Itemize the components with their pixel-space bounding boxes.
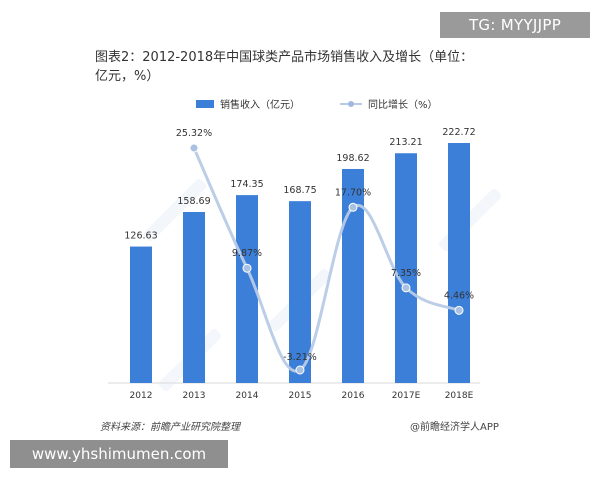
bar	[342, 168, 364, 383]
x-tick-label: 2018E	[445, 391, 474, 401]
bar	[236, 195, 258, 383]
bar	[130, 246, 152, 383]
chart-title-line-1: 图表2：2012-2018年中国球类产品市场销售收入及增长（单位：	[95, 50, 474, 65]
chart-title: 图表2：2012-2018年中国球类产品市场销售收入及增长（单位： 亿元，%）	[95, 48, 515, 86]
growth-point	[242, 263, 252, 273]
x-tick-label: 2013	[183, 391, 206, 401]
legend-bar-swatch	[196, 99, 214, 108]
x-tick-label: 2012	[130, 391, 153, 401]
x-tick-label: 2017E	[392, 391, 421, 401]
growth-value-label: 7.35%	[391, 268, 421, 279]
bar-value-label: 126.63	[124, 231, 157, 242]
bar-value-label: 213.21	[389, 137, 422, 148]
bar	[448, 143, 470, 383]
bar-value-label: 168.75	[283, 185, 316, 196]
growth-point	[295, 365, 305, 375]
bar-value-label: 174.35	[230, 179, 263, 190]
legend-bar-label: 销售收入（亿元）	[220, 100, 300, 111]
legend-line-label: 同比增长（%）	[368, 100, 438, 111]
watermark-url-badge: www.yhshimumen.com	[10, 440, 228, 468]
x-tick-label: 2014	[236, 391, 259, 401]
legend-item-bar: 销售收入（亿元）	[196, 96, 300, 111]
watermark-stripe	[143, 178, 207, 242]
growth-value-label: 4.46%	[444, 290, 474, 301]
growth-value-label: 25.32%	[176, 128, 212, 139]
growth-value-label: -3.21%	[283, 352, 317, 363]
x-tick-label: 2015	[289, 391, 312, 401]
bar	[395, 153, 417, 383]
source-attribution: @前瞻经济学人APP	[410, 422, 499, 433]
source-note: 资料来源：前瞻产业研究院整理	[100, 422, 240, 433]
growth-point	[454, 305, 464, 315]
chart-title-line-2: 亿元，%）	[95, 69, 160, 84]
growth-value-label: 9.87%	[232, 248, 262, 259]
bar	[183, 211, 205, 383]
legend-item-line: 同比增长（%）	[340, 96, 438, 111]
x-tick-label: 2016	[342, 391, 365, 401]
bar	[289, 201, 311, 383]
watermark-tg-badge: TG: MYYJJPP	[440, 12, 590, 38]
growth-point	[401, 283, 411, 293]
legend-line-swatch	[340, 100, 362, 107]
chart-legend: 销售收入（亿元） 同比增长（%）	[0, 96, 600, 112]
bar-value-label: 158.69	[177, 196, 210, 207]
growth-point	[348, 202, 358, 212]
bar-value-label: 198.62	[336, 153, 369, 164]
bar-value-label: 222.72	[442, 127, 475, 138]
growth-point	[189, 143, 199, 153]
growth-value-label: 17.70%	[335, 187, 371, 198]
